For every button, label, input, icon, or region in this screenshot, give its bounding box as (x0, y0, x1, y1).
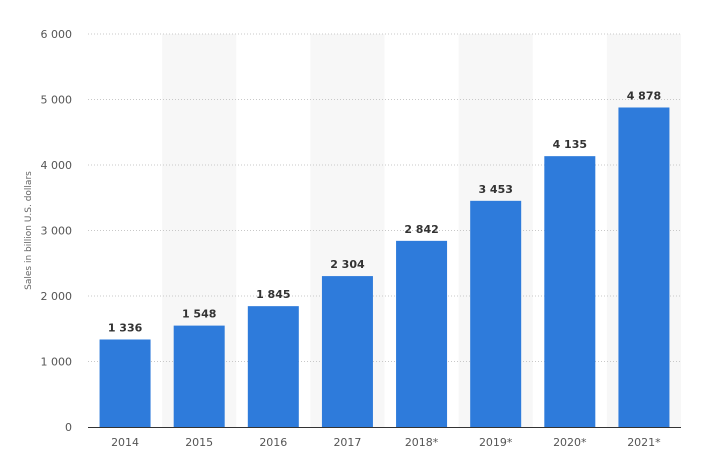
data-label: 1 336 (108, 321, 143, 334)
bar (173, 325, 225, 427)
bar (247, 306, 299, 427)
data-label: 4 135 (553, 138, 587, 151)
bar (470, 200, 522, 427)
y-axis-title: Sales in billion U.S. dollars (24, 171, 34, 290)
x-tick-label: 2021* (627, 436, 661, 449)
y-tick-label: 3 000 (41, 225, 73, 238)
y-tick-label: 6 000 (41, 28, 73, 41)
data-label: 3 453 (478, 183, 512, 196)
y-tick-label: 4 000 (41, 159, 73, 172)
x-axis-ticks: 2014 2015 2016 2017 2018* 2019* 2020* 2021* (111, 436, 661, 449)
x-tick-label: 2014 (111, 436, 139, 449)
x-tick-label: 2017 (333, 436, 361, 449)
bars (99, 107, 670, 427)
data-label: 2 304 (330, 258, 365, 271)
bar (396, 240, 448, 427)
x-tick-label: 2015 (185, 436, 213, 449)
y-tick-label: 2 000 (41, 290, 73, 303)
bar (321, 276, 373, 427)
data-label: 1 845 (256, 288, 290, 301)
x-tick-label: 2020* (553, 436, 587, 449)
data-label: 1 548 (182, 308, 216, 321)
x-tick-label: 2016 (259, 436, 287, 449)
x-tick-label: 2019* (479, 436, 513, 449)
data-labels: 1 336 1 548 1 845 2 304 2 842 3 453 4 135 4 878 (108, 89, 661, 334)
y-axis-ticks: 0 1 000 2 000 3 000 4 000 5 000 6 000 (41, 28, 73, 434)
y-tick-label: 0 (65, 421, 72, 434)
bar (99, 339, 151, 427)
y-tick-label: 1 000 (41, 356, 73, 369)
data-label: 2 842 (404, 223, 438, 236)
bar (618, 107, 670, 427)
y-tick-label: 5 000 (41, 94, 73, 107)
data-label: 4 878 (627, 89, 661, 102)
bar (544, 156, 596, 427)
x-tick-label: 2018* (405, 436, 439, 449)
